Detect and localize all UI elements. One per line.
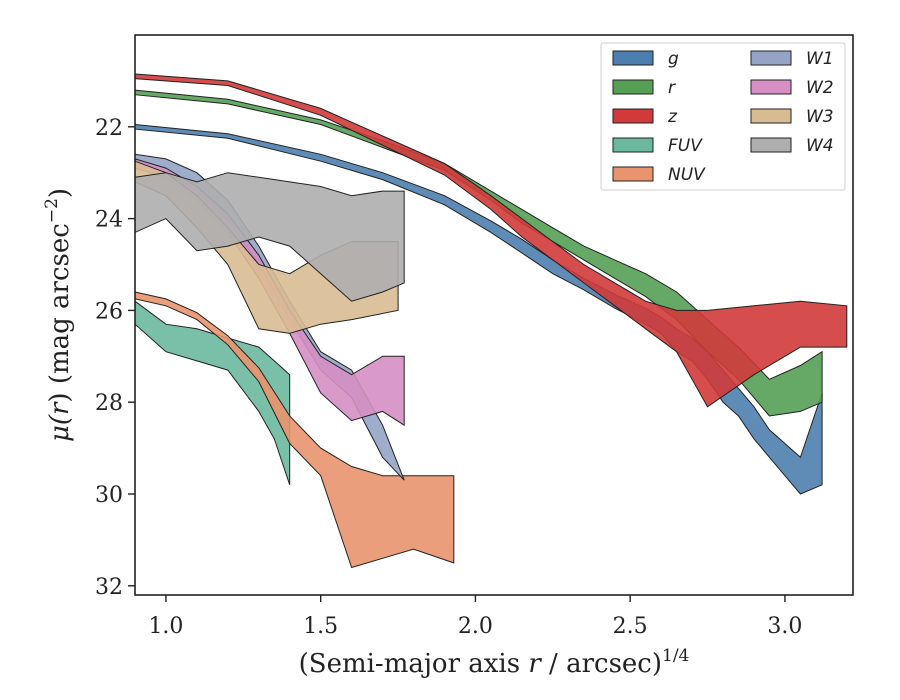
plot-frame [134,34,854,596]
y-axis: 22 24 26 28 30 32 [95,116,135,600]
y-tick-label: 30 [95,483,123,508]
profile-bands [134,73,848,569]
y-tick-label: 24 [95,208,123,233]
x-tick-label: 2.5 [613,614,648,639]
y-tick-label: 32 [95,575,123,600]
legend-label-w2: W2 [806,78,834,98]
legend-swatch-w3 [750,108,792,124]
legend-swatch-w1 [750,50,792,66]
legend-swatch-g [612,50,654,66]
band-fuv [134,300,291,485]
legend-label-w4: W4 [806,136,834,156]
y-axis-label: μ(r) (mag arcsec−2) [42,188,75,442]
legend-label-nuv: NUV [668,165,706,185]
legend-label-z: z [667,107,678,127]
legend-label-fuv: FUV [668,136,703,156]
legend-swatch-w2 [750,79,792,95]
band-w4 [134,172,405,302]
y-tick-label: 28 [95,391,123,416]
y-tick-label: 22 [95,116,123,141]
legend-swatch-z [612,108,654,124]
x-tick-label: 1.5 [303,614,338,639]
legend-label-g: g [668,49,679,69]
x-axis-label: (Semi-major axis r / arcsec)1/4 [299,646,690,679]
x-tick-label: 1.0 [148,614,183,639]
legend-swatch-r [612,79,654,95]
band-z [134,73,848,408]
band-nuv [134,291,455,569]
legend-label-w3: W3 [806,107,834,127]
legend: grz FUV NUV W1 W2 W3 W4 [600,42,846,191]
y-tick-label: 26 [95,299,123,324]
legend-swatch-fuv [612,137,654,153]
x-tick-label: 2.0 [458,614,493,639]
x-axis: 1.0 1.5 2.0 2.5 3.0 [148,595,802,639]
legend-label-w1: W1 [806,49,834,69]
legend-swatch-w4 [750,137,792,153]
legend-label-r: r [668,78,676,98]
x-tick-label: 3.0 [767,614,802,639]
legend-swatch-nuv [612,166,654,182]
